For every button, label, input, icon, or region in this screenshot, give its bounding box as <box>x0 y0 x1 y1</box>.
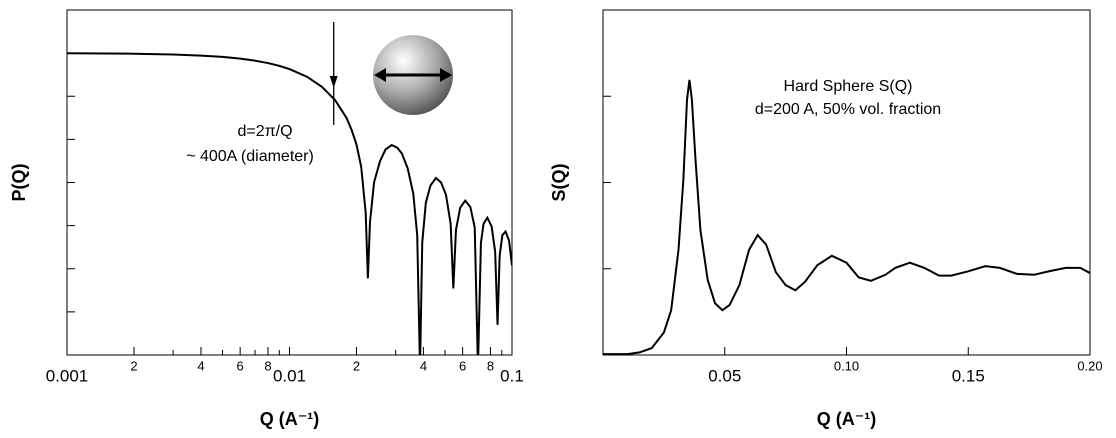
x-axis-label: Q (A⁻¹) <box>817 409 876 429</box>
x-tick-label: 4 <box>197 358 204 373</box>
sphere-icon <box>373 35 453 115</box>
x-tick-label: 8 <box>487 358 494 373</box>
arrow-head <box>329 76 338 88</box>
annotation: d=200 A, 50% vol. fraction <box>755 101 941 118</box>
plot-frame <box>602 9 1091 356</box>
data-line <box>67 52 512 355</box>
x-tick-label: 0.1 <box>500 366 524 385</box>
data-line <box>603 79 1090 355</box>
x-tick-label: 2 <box>353 358 360 373</box>
x-tick-label: 0.05 <box>708 366 741 385</box>
x-tick-label: 0.15 <box>952 366 985 385</box>
y-axis-label: S(Q) <box>549 163 569 201</box>
annotation: ~ 400A (diameter) <box>186 148 314 165</box>
annotation: d=2π/Q <box>237 123 292 140</box>
x-tick-label: 2 <box>130 358 137 373</box>
annotation: Hard Sphere S(Q) <box>784 78 913 95</box>
y-axis-label: P(Q) <box>9 163 29 201</box>
x-tick-label: 0.20 <box>1077 358 1102 373</box>
x-tick-label: 0.001 <box>46 366 89 385</box>
x-tick-label: 0.10 <box>834 358 859 373</box>
x-tick-label: 0.01 <box>273 366 306 385</box>
x-tick-label: 8 <box>264 358 271 373</box>
x-tick-label: 6 <box>459 358 466 373</box>
x-tick-label: 4 <box>420 358 427 373</box>
x-axis-label: Q (A⁻¹) <box>260 409 319 429</box>
x-tick-label: 6 <box>237 358 244 373</box>
